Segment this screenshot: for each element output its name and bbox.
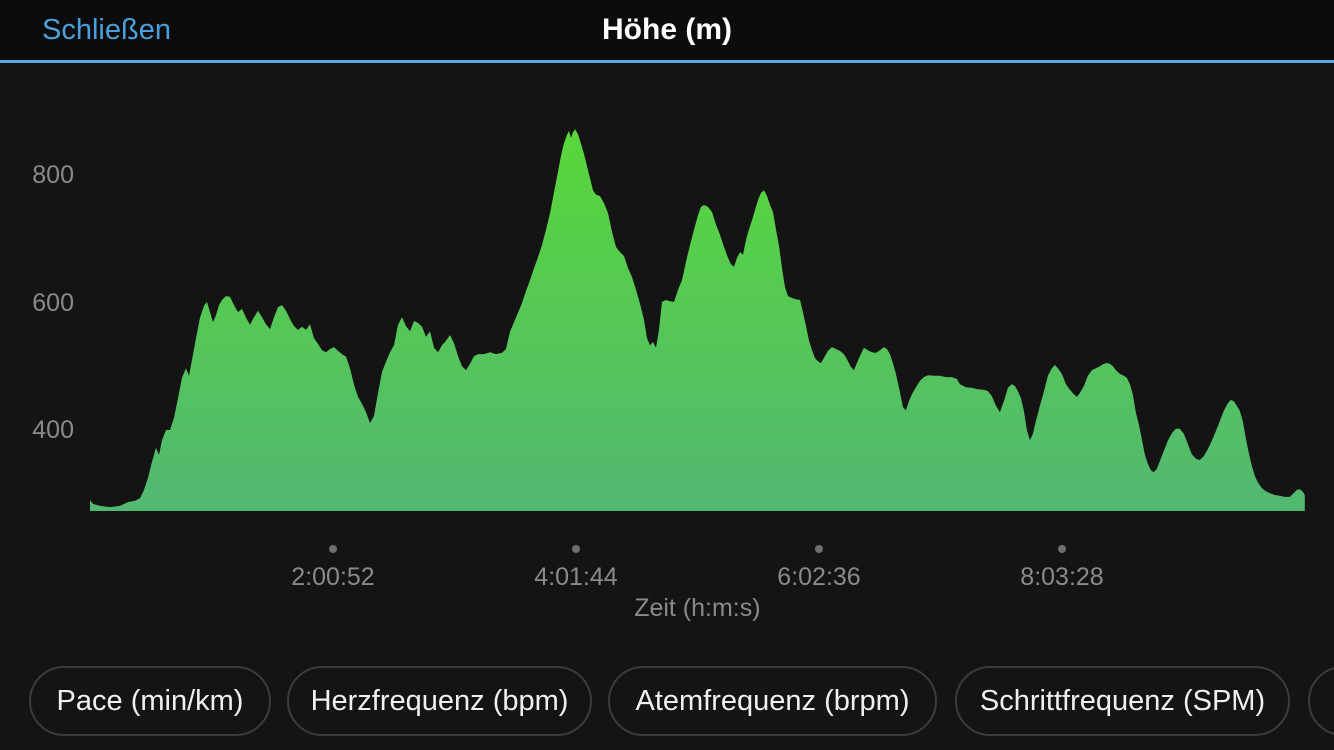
x-tick-dot-3 <box>1058 545 1066 553</box>
x-tick-dot-0 <box>329 545 337 553</box>
x-tick-label-3: 8:03:28 <box>1020 563 1104 591</box>
metric-button-pace[interactable]: Pace (min/km) <box>29 666 271 736</box>
x-tick-dot-1 <box>572 545 580 553</box>
y-tick-label-2: 800 <box>32 161 74 189</box>
metric-button-respiration-rate[interactable]: Atemfrequenz (brpm) <box>608 666 937 736</box>
x-tick-label-0: 2:00:52 <box>291 563 375 591</box>
y-tick-label-0: 400 <box>32 416 74 444</box>
x-axis-title: Zeit (h:m:s) <box>634 594 761 622</box>
page-title: Höhe (m) <box>602 13 732 46</box>
close-button[interactable]: Schließen <box>42 0 171 60</box>
x-tick-dot-2 <box>815 545 823 553</box>
metric-button-heart-rate[interactable]: Herzfrequenz (bpm) <box>287 666 592 736</box>
y-tick-label-1: 600 <box>32 288 74 317</box>
nav-bar: Schließen Höhe (m) <box>0 0 1334 63</box>
x-tick-label-2: 6:02:36 <box>777 563 861 591</box>
metric-button-cadence[interactable]: Schrittfrequenz (SPM) <box>955 666 1290 736</box>
elevation-area-series[interactable] <box>90 129 1305 511</box>
x-tick-label-1: 4:01:44 <box>534 563 618 591</box>
